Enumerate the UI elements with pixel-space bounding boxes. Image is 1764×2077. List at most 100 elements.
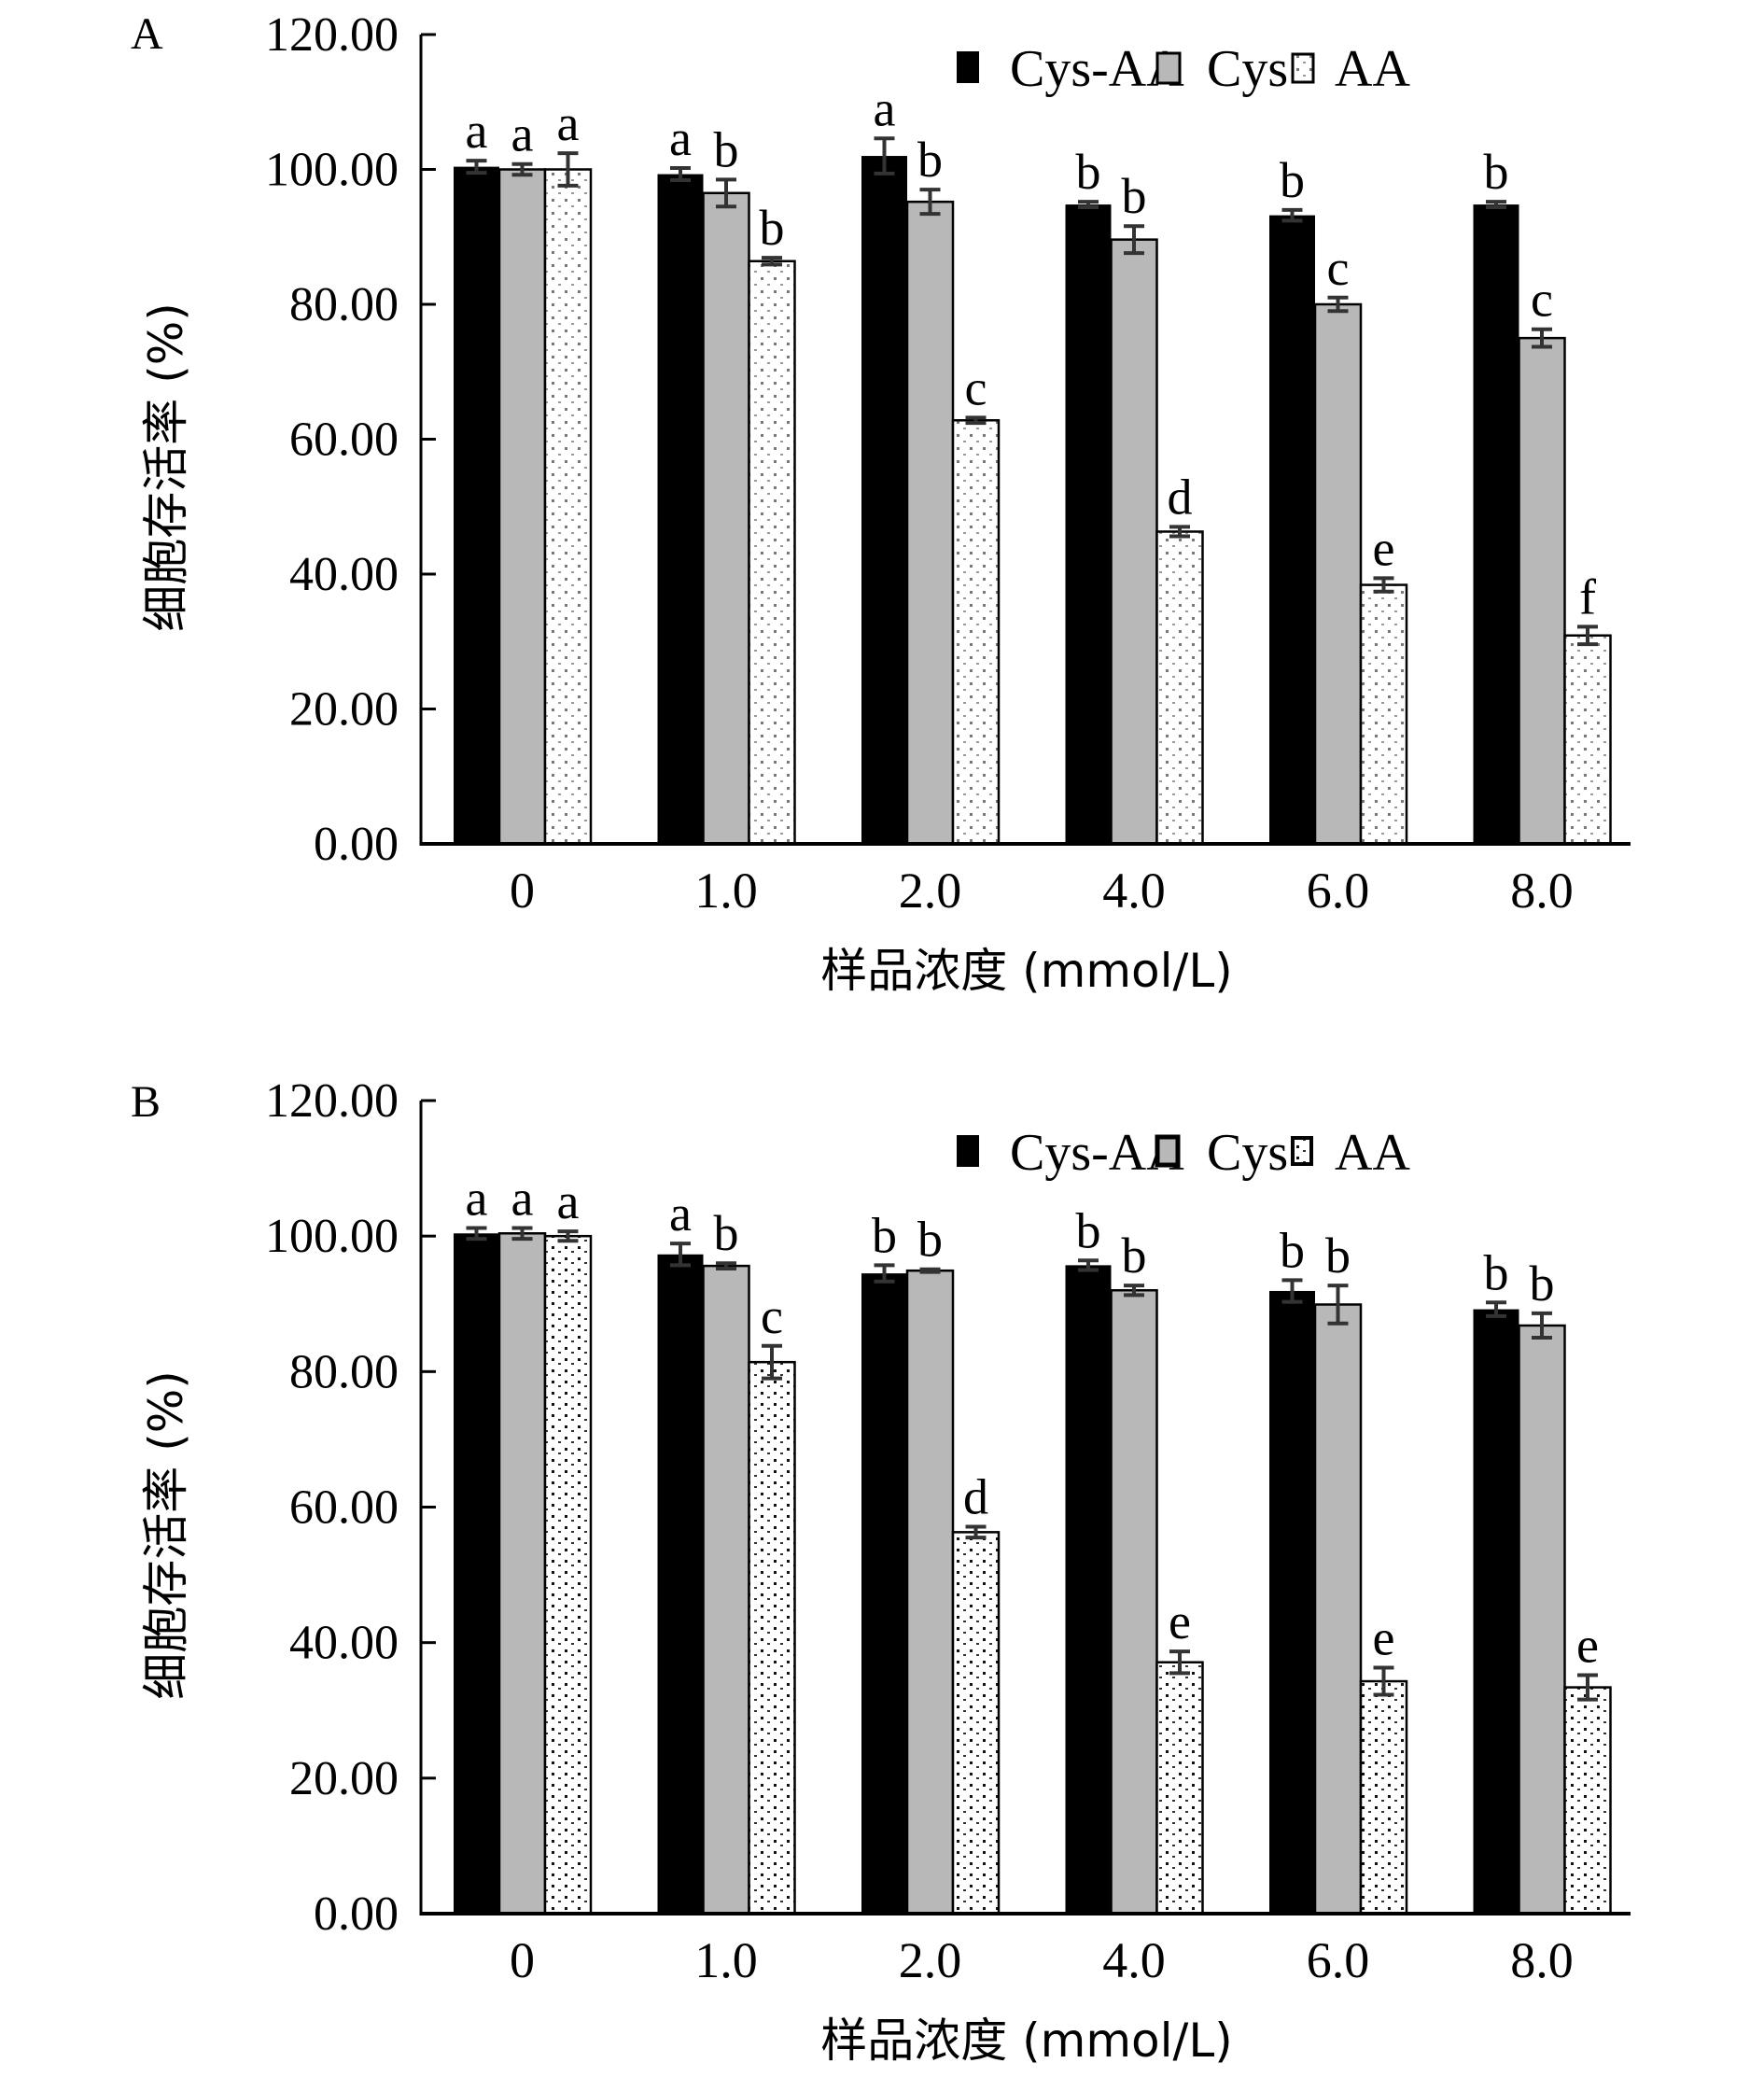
significance-letter: f	[1579, 568, 1596, 625]
bar-aa-0	[543, 168, 593, 846]
significance-letter: d	[963, 1469, 988, 1525]
legend: Cys-AA Cys AA	[957, 1124, 1410, 1182]
bar-aa-1.0	[748, 260, 796, 846]
error-bar	[716, 1261, 736, 1271]
significance-letter: d	[1168, 469, 1193, 525]
error-bar	[466, 1226, 487, 1242]
bar-cys-aa-1.0	[657, 1254, 704, 1914]
panel-label: B	[131, 1077, 161, 1127]
y-tick-label: 40.00	[289, 548, 399, 601]
significance-letter: b	[1122, 1228, 1147, 1284]
y-tick-label: 20.00	[289, 1752, 399, 1805]
error-bars	[466, 1226, 1598, 1702]
y-axis-label: 细胞存活率 (%)	[139, 302, 193, 631]
error-bar	[1169, 1649, 1190, 1676]
significance-letter: b	[1484, 144, 1509, 200]
error-bars	[466, 136, 1598, 647]
significance-letter: b	[1122, 168, 1147, 224]
panel-b: B 0.00 20.00 40.00 60.00 80.00 100.00 120.00 a…	[131, 1074, 1631, 2068]
error-bar	[1577, 625, 1598, 647]
error-bar	[1281, 207, 1303, 223]
x-tick-label: 2.0	[899, 863, 962, 919]
significance-letter: b	[917, 132, 943, 188]
x-tick-label: 0	[510, 863, 535, 919]
x-tick-label: 1.0	[694, 1932, 758, 1988]
bar-cys-aa-6.0	[1269, 215, 1315, 844]
x-axis-tick-labels: 0 1.0 2.0 4.0 6.0 8.0	[510, 1932, 1574, 1988]
error-bar	[1532, 327, 1552, 349]
significance-letter: c	[1327, 240, 1350, 296]
legend-label-aa: AA	[1335, 1124, 1410, 1182]
significance-letter: b	[1280, 1222, 1305, 1278]
significance-letter: b	[1076, 1202, 1101, 1258]
bar-cys-aa-4.0	[1065, 1265, 1112, 1914]
error-bar	[557, 151, 579, 188]
y-tick-label: 0.00	[314, 818, 399, 871]
bar-cys-1.0	[702, 191, 750, 846]
significance-letter: a	[511, 106, 534, 162]
bar-cys-6.0	[1313, 1303, 1363, 1916]
bar-aa-6.0	[1359, 1679, 1408, 1916]
bar-cys-8.0	[1518, 336, 1566, 846]
error-bar	[965, 415, 987, 426]
error-bar	[511, 1226, 533, 1242]
x-tick-label: 1.0	[694, 863, 758, 919]
error-bar	[511, 161, 533, 177]
significance-letter: b	[872, 1207, 897, 1263]
y-tick-label: 120.00	[265, 1074, 399, 1128]
bar-cys-0	[497, 1232, 547, 1916]
bar-cys-2.0	[905, 200, 955, 846]
error-bar	[1327, 295, 1349, 314]
panel-a: A 0.00 20.00 40.00 60.00 80.00 100.00 120.00 a…	[131, 8, 1631, 998]
error-bar	[466, 159, 487, 175]
significance-letter: b	[1280, 152, 1305, 208]
bar-cys-4.0	[1110, 238, 1158, 846]
significance-letter: b	[1325, 1228, 1351, 1284]
x-tick-label: 0	[510, 1932, 535, 1988]
significance-letter: a	[874, 80, 896, 136]
significance-letter: b	[714, 121, 739, 177]
error-bar	[716, 177, 736, 209]
significance-letter: a	[557, 1173, 580, 1229]
legend-swatch-cys	[1155, 51, 1182, 85]
significance-letter: b	[1076, 144, 1101, 200]
error-bar	[1327, 1284, 1349, 1326]
bar-aa-2.0	[951, 1531, 1001, 1916]
y-tick-label: 60.00	[289, 414, 399, 467]
error-bar	[1373, 576, 1394, 594]
y-tick-label: 0.00	[314, 1888, 399, 1941]
significance-letter: e	[1373, 520, 1395, 576]
legend-swatch-aa	[1291, 1136, 1313, 1166]
legend-swatch-aa	[1291, 52, 1315, 84]
bar-cys-aa-1.0	[657, 174, 704, 844]
x-tick-label: 6.0	[1307, 863, 1370, 919]
bar-cys-6.0	[1313, 302, 1363, 846]
error-bar	[965, 1524, 987, 1540]
significance-letter: c	[761, 1288, 783, 1344]
error-bar	[762, 1343, 782, 1381]
significance-letter: b	[1530, 1256, 1555, 1312]
significance-letter: e	[1169, 1593, 1191, 1649]
error-bar	[670, 1242, 691, 1268]
error-bar	[1124, 1284, 1144, 1298]
legend-swatch-cys-aa	[957, 1135, 979, 1167]
significance-letter: e	[1576, 1618, 1599, 1674]
bars	[454, 1232, 1612, 1916]
y-tick-label: 40.00	[289, 1617, 399, 1670]
y-tick-label: 80.00	[289, 1345, 399, 1398]
bar-cys-aa-0	[454, 166, 499, 845]
y-tick-label: 120.00	[265, 8, 399, 62]
legend-swatch-cys-aa	[957, 51, 979, 83]
error-bar	[557, 1229, 579, 1243]
error-bar	[1373, 1665, 1394, 1697]
significance-letter: a	[466, 1170, 488, 1226]
bar-cys-aa-0	[454, 1233, 499, 1914]
bar-cys-aa-2.0	[861, 156, 907, 845]
legend-label-cys: Cys	[1207, 40, 1288, 98]
bar-aa-1.0	[748, 1360, 796, 1916]
significance-letter: b	[760, 200, 785, 256]
x-tick-label: 8.0	[1510, 863, 1574, 919]
y-axis-label: 细胞存活率 (%)	[139, 1370, 193, 1699]
